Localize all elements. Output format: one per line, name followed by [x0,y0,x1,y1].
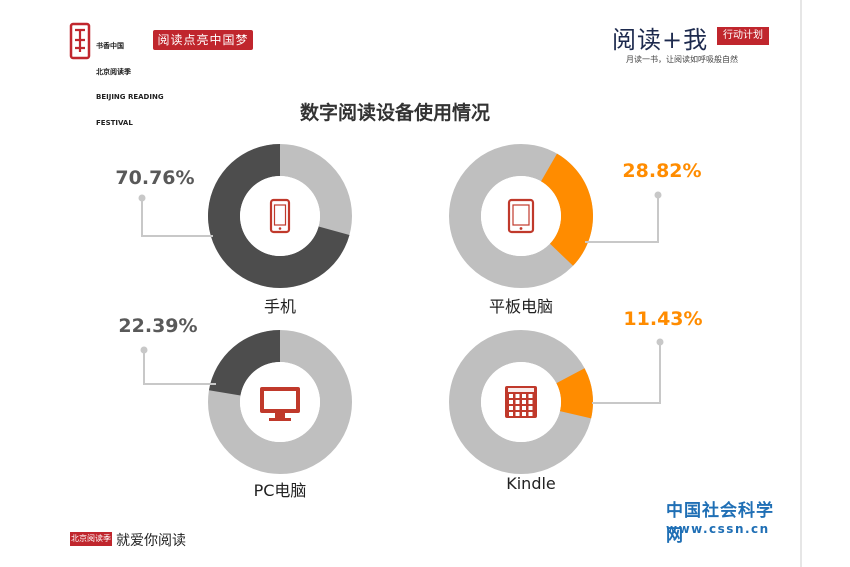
kindle-icon-cell [509,400,513,404]
cssn-url: www.cssn.cn [666,522,770,536]
kindle-icon-cell [509,394,513,398]
cssn-name: 中国社会科学网 [666,501,774,546]
chart-title: 数字阅读设备使用情况 [299,102,490,124]
percent-label-kindle: 11.43% [623,308,702,330]
kindle-icon-cell [528,406,533,410]
kindle-icon-header [508,388,534,392]
campaign-title: 阅读+我 [612,26,709,54]
festival-line: BEIJING READING [96,93,164,101]
leader-line-pc [143,350,216,385]
kindle-icon-cell [528,400,533,404]
leader-line-device [585,195,659,243]
device-label-kindle: Kindle [506,474,556,493]
festival-name: 书香中国 北京阅读季 BEIJING READING FESTIVAL [96,25,164,144]
kindle-icon-cell [522,394,526,398]
festival-line: 北京阅读季 [96,67,131,76]
donut-hole-device [240,176,320,256]
kindle-icon-cell [515,400,520,404]
kindle-icon-cell [522,400,526,404]
leader-line-kindle [592,342,661,404]
smartphone-icon [269,198,291,234]
percent-label-device: 70.76% [115,167,194,189]
donut-slice-pc [208,330,280,396]
leader-dot-kindle [656,338,664,346]
leader-dot-device [138,194,146,202]
footer-stamp: 北京阅读季 [70,532,112,546]
smartphone-icon-screen [273,204,287,226]
festival-slogan-stamp: 阅读点亮中国梦 [153,30,253,50]
slide-edge [800,0,802,567]
monitor-icon-base [269,418,291,421]
donut-hole-device [481,176,561,256]
device-label-pc: PC电脑 [254,481,307,500]
festival-logo: 书香中国 北京阅读季 BEIJING READING FESTIVAL 阅读点亮… [68,22,268,127]
kindle-icon-cell [522,412,526,416]
leader-line-device [141,198,213,237]
kindle-icon-cell [522,406,526,410]
donut-slice-device [541,153,594,266]
tablet-icon-button [519,227,523,230]
leader-dot-pc [140,346,148,354]
kindle-icon-cell [509,406,513,410]
smartphone-icon-button [278,227,282,230]
cssn-logo: 中国社会科学网 www.cssn.cn [666,496,786,546]
percent-label-pc: 22.39% [118,315,197,337]
campaign-badge: 行动计划 [717,27,769,45]
campaign-slogan: 月读一书，让阅读如呼吸般自然 [626,55,738,64]
festival-line: 书香中国 [96,42,124,50]
kindle-icon-cell [515,406,520,410]
kindle-icon-cell [515,412,520,416]
footer-slogan: 就爱你阅读 [116,533,186,549]
leader-dot-device [654,191,662,199]
campaign-logo: 阅读+我 行动计划 月读一书，让阅读如呼吸般自然 [612,20,792,70]
kindle-icon-cell [528,394,533,398]
kindle-icon-cell [528,412,533,416]
festival-line: FESTIVAL [96,118,133,127]
device-label-device: 平板电脑 [489,297,553,316]
kindle-icon-cell [509,412,513,416]
monitor-icon-neck [275,413,285,418]
percent-label-device: 28.82% [622,160,701,182]
tablet-icon-screen [512,204,530,226]
device-label-device: 手机 [264,297,296,316]
donut-slice-device [207,144,350,288]
donut-slice-kindle [556,368,593,419]
tablet-icon [507,198,535,234]
kindle-icon-cell [515,394,520,398]
monitor-icon-screen [264,391,296,409]
festival-seal-icon [69,22,91,60]
footer-left-logo: 北京阅读季 就爱你阅读 [70,530,200,549]
